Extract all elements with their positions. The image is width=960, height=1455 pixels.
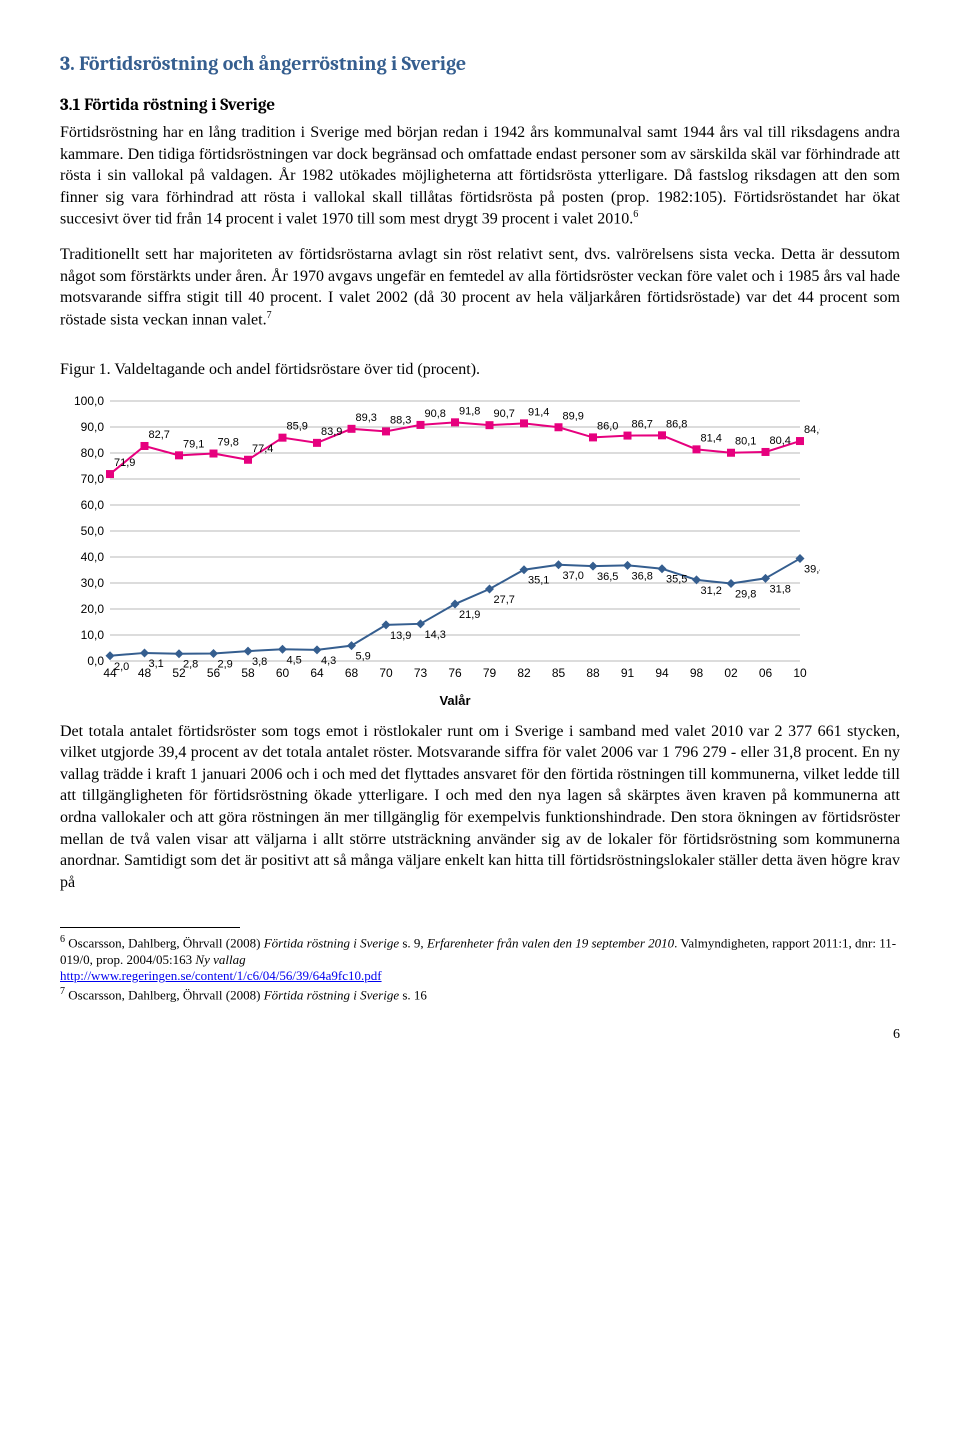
svg-text:13,9: 13,9 <box>390 629 411 641</box>
svg-text:81,4: 81,4 <box>701 432 722 444</box>
svg-text:68: 68 <box>345 666 359 680</box>
svg-text:90,7: 90,7 <box>494 408 515 420</box>
footnote-6: 6 Oscarsson, Dahlberg, Öhrvall (2008) Fö… <box>60 934 900 984</box>
svg-text:77,4: 77,4 <box>252 442 273 454</box>
svg-text:91,4: 91,4 <box>528 406 549 418</box>
svg-text:79,1: 79,1 <box>183 438 204 450</box>
paragraph-1: Förtidsröstning har en lång tradition i … <box>60 122 900 230</box>
svg-text:39,4: 39,4 <box>804 563 820 575</box>
svg-text:4,3: 4,3 <box>321 654 336 666</box>
footnote-7-ital-1: Förtida röstning i Sverige <box>264 988 399 1003</box>
svg-text:27,7: 27,7 <box>494 594 515 606</box>
svg-text:83,9: 83,9 <box>321 425 342 437</box>
svg-text:98: 98 <box>690 666 704 680</box>
footnote-7: 7 Oscarsson, Dahlberg, Öhrvall (2008) Fö… <box>60 986 900 1004</box>
paragraph-2: Traditionellt sett har majoriteten av fö… <box>60 244 900 331</box>
svg-text:35,5: 35,5 <box>666 573 687 585</box>
figure-1-chart: 0,0 10,0 20,0 30,0 40,0 50,0 60,0 70,0 80,0 90,0 1… <box>60 391 900 711</box>
svg-text:91,8: 91,8 <box>459 405 480 417</box>
svg-text:36,8: 36,8 <box>632 570 653 582</box>
svg-text:73: 73 <box>414 666 428 680</box>
svg-text:2,8: 2,8 <box>183 658 198 670</box>
footnote-6-link[interactable]: http://www.regeringen.se/content/1/c6/04… <box>60 968 382 983</box>
section-title: 3. Förtidsröstning och ångerröstning i S… <box>60 50 900 77</box>
svg-text:80,0: 80,0 <box>81 446 105 460</box>
svg-text:70: 70 <box>379 666 393 680</box>
svg-text:76: 76 <box>448 666 462 680</box>
paragraph-2-text: Traditionellt sett har majoriteten av fö… <box>60 246 900 328</box>
chart-svg: 0,0 10,0 20,0 30,0 40,0 50,0 60,0 70,0 80,0 90,0 1… <box>60 391 820 711</box>
svg-text:3,8: 3,8 <box>252 656 267 668</box>
svg-text:21,9: 21,9 <box>459 609 480 621</box>
svg-text:2,0: 2,0 <box>114 660 129 672</box>
svg-text:50,0: 50,0 <box>81 524 105 538</box>
svg-text:40,0: 40,0 <box>81 550 105 564</box>
svg-text:85,9: 85,9 <box>287 420 308 432</box>
svg-text:85: 85 <box>552 666 566 680</box>
svg-text:79: 79 <box>483 666 497 680</box>
paragraph-3: Det totala antalet förtidsröster som tog… <box>60 721 900 894</box>
svg-text:60,0: 60,0 <box>81 498 105 512</box>
svg-text:10,0: 10,0 <box>81 628 105 642</box>
footnote-6-ital-1: Förtida röstning i Sverige <box>264 936 399 951</box>
svg-text:86,7: 86,7 <box>632 418 653 430</box>
figure-caption: Figur 1. Valdeltagande och andel förtids… <box>60 359 900 381</box>
svg-text:100,0: 100,0 <box>74 394 104 408</box>
svg-text:91: 91 <box>621 666 635 680</box>
svg-text:3,1: 3,1 <box>149 657 164 669</box>
svg-text:35,1: 35,1 <box>528 574 549 586</box>
svg-text:90,0: 90,0 <box>81 420 105 434</box>
svg-text:86,8: 86,8 <box>666 418 687 430</box>
svg-text:80,4: 80,4 <box>770 434 791 446</box>
footnote-ref-6: 6 <box>633 209 638 220</box>
svg-text:14,3: 14,3 <box>425 628 446 640</box>
svg-text:89,9: 89,9 <box>563 410 584 422</box>
svg-text:4,5: 4,5 <box>287 654 302 666</box>
svg-text:31,2: 31,2 <box>701 584 722 596</box>
svg-text:88,3: 88,3 <box>390 414 411 426</box>
page-number: 6 <box>60 1026 900 1045</box>
svg-text:71,9: 71,9 <box>114 457 135 469</box>
svg-text:79,8: 79,8 <box>218 436 239 448</box>
svg-text:30,0: 30,0 <box>81 576 105 590</box>
svg-text:06: 06 <box>759 666 773 680</box>
svg-text:29,8: 29,8 <box>735 588 756 600</box>
svg-text:84,6: 84,6 <box>804 424 820 436</box>
footnote-ref-7: 7 <box>267 310 272 321</box>
svg-text:60: 60 <box>276 666 290 680</box>
footnote-6-ital-2: Erfarenheter från valen den 19 september… <box>427 936 674 951</box>
footnote-separator <box>60 927 240 928</box>
svg-text:82: 82 <box>517 666 531 680</box>
footnote-7-text-a: Oscarsson, Dahlberg, Öhrvall (2008) <box>65 988 264 1003</box>
paragraph-1-text: Förtidsröstning har en lång tradition i … <box>60 124 900 228</box>
svg-text:37,0: 37,0 <box>563 569 584 581</box>
subsection-title: 3.1 Förtida röstning i Sverige <box>60 95 900 118</box>
footnote-6-ital-3: Ny vallag <box>195 952 245 967</box>
svg-text:88: 88 <box>586 666 600 680</box>
svg-text:86,0: 86,0 <box>597 420 618 432</box>
svg-text:Valår: Valår <box>439 693 470 708</box>
svg-text:80,1: 80,1 <box>735 435 756 447</box>
svg-text:31,8: 31,8 <box>770 583 791 595</box>
svg-text:36,5: 36,5 <box>597 571 618 583</box>
svg-text:10: 10 <box>793 666 807 680</box>
svg-text:64: 64 <box>310 666 324 680</box>
footnote-6-text-a: Oscarsson, Dahlberg, Öhrvall (2008) <box>65 936 264 951</box>
svg-text:94: 94 <box>655 666 669 680</box>
svg-text:90,8: 90,8 <box>425 407 446 419</box>
svg-text:82,7: 82,7 <box>149 429 170 441</box>
svg-text:20,0: 20,0 <box>81 602 105 616</box>
footnote-7-text-b: s. 16 <box>399 988 427 1003</box>
svg-text:2,9: 2,9 <box>218 658 233 670</box>
svg-text:02: 02 <box>724 666 738 680</box>
svg-text:70,0: 70,0 <box>81 472 105 486</box>
svg-text:5,9: 5,9 <box>356 650 371 662</box>
footnote-6-text-b: s. 9, <box>399 936 427 951</box>
svg-text:0,0: 0,0 <box>87 654 104 668</box>
svg-text:89,3: 89,3 <box>356 411 377 423</box>
